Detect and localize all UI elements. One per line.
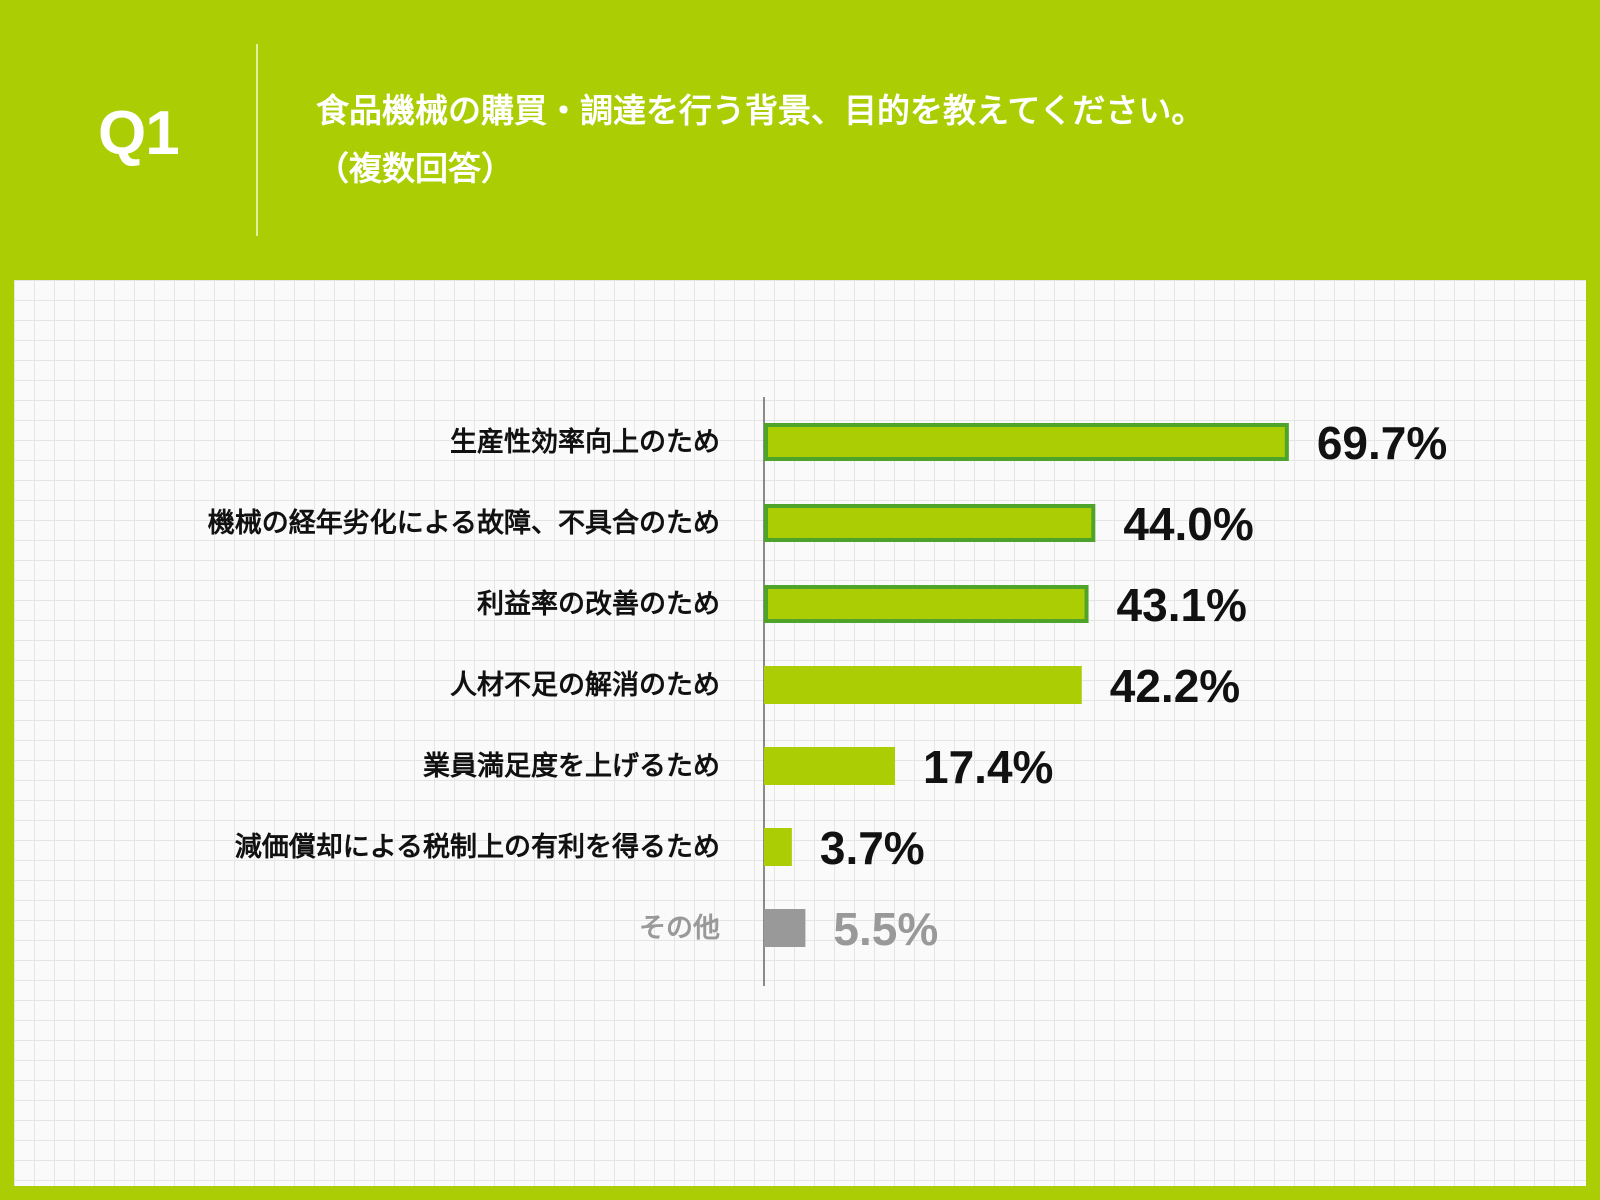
bar-6 [764, 909, 806, 947]
bar-1 [764, 504, 1096, 542]
category-label-6: その他 [639, 913, 720, 944]
bar-0 [764, 423, 1289, 461]
value-label-0: 69.7% [1317, 417, 1447, 469]
bar-5 [764, 828, 792, 866]
bar-4 [764, 747, 896, 785]
question-text: 食品機械の購買・調達を行う背景、目的を教えてください。 （複数回答） [316, 82, 1204, 198]
category-label-0: 生産性効率向上のため [450, 426, 720, 458]
question-header: Q1 食品機械の購買・調達を行う背景、目的を教えてください。 （複数回答） [0, 0, 1600, 280]
header-divider [256, 44, 258, 236]
question-text-line2: （複数回答） [316, 149, 514, 188]
category-label-5: 減価償却による税制上の有利を得るため [235, 832, 720, 863]
value-label-4: 17.4% [923, 741, 1053, 793]
category-label-1: 機械の経年劣化による故障、不具合のため [208, 507, 720, 539]
bar-chart: 生産性効率向上のため 69.7% 機械の経年劣化による故障、不具合のため 44.0% 利… [208, 397, 1447, 986]
value-label-2: 43.1% [1117, 579, 1247, 631]
category-label-2: 利益率の改善のため [477, 588, 720, 620]
value-label-1: 44.0% [1123, 498, 1253, 550]
bar-2 [764, 585, 1089, 623]
question-text-line1: 食品機械の購買・調達を行う背景、目的を教えてください。 [316, 91, 1205, 130]
value-label-6: 5.5% [833, 903, 938, 955]
category-label-4: 業員満足度を上げるため [423, 750, 720, 782]
value-label-5: 3.7% [820, 822, 925, 874]
category-label-3: 人材不足の解消のため [450, 670, 720, 701]
bar-3 [764, 666, 1082, 704]
value-label-3: 42.2% [1110, 660, 1240, 712]
question-number: Q1 [98, 99, 180, 168]
chart-panel: 生産性効率向上のため 69.7% 機械の経年劣化による故障、不具合のため 44.0% 利… [14, 280, 1586, 1186]
